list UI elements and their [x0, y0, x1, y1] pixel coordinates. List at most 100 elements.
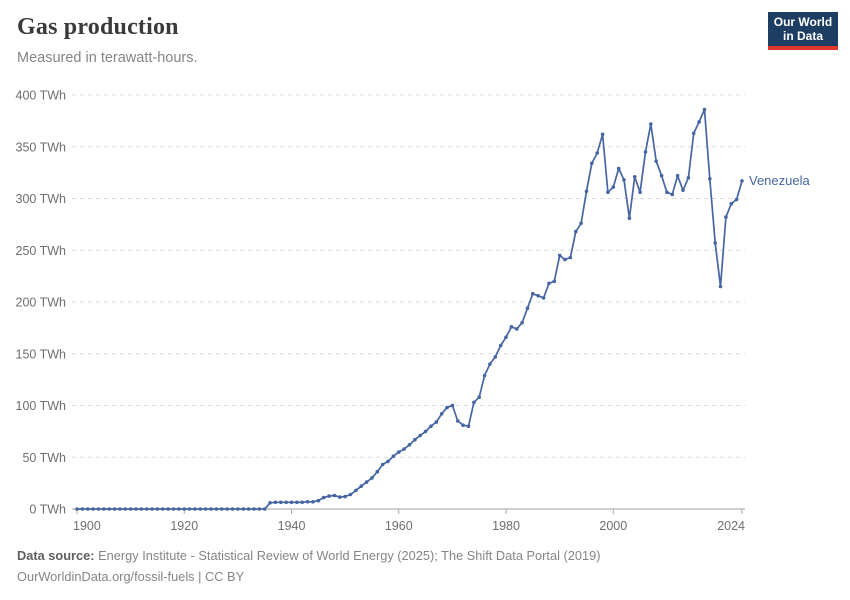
data-point[interactable]	[155, 507, 160, 511]
data-point[interactable]	[493, 355, 498, 359]
data-point[interactable]	[252, 507, 256, 511]
data-point[interactable]	[107, 507, 111, 511]
data-point[interactable]	[375, 469, 380, 474]
data-point[interactable]	[595, 151, 599, 155]
data-point[interactable]	[740, 179, 744, 183]
data-point[interactable]	[461, 423, 465, 428]
data-point[interactable]	[697, 120, 701, 124]
data-point[interactable]	[734, 197, 739, 202]
data-point[interactable]	[654, 159, 658, 163]
data-point[interactable]	[407, 443, 412, 447]
data-point[interactable]	[338, 495, 342, 499]
data-point[interactable]	[574, 229, 578, 234]
data-point[interactable]	[557, 253, 562, 258]
data-point[interactable]	[241, 507, 246, 511]
data-point[interactable]	[552, 279, 557, 284]
data-point[interactable]	[354, 488, 358, 493]
data-point[interactable]	[311, 500, 315, 504]
data-point[interactable]	[118, 507, 122, 511]
data-point[interactable]	[75, 507, 79, 511]
data-point[interactable]	[193, 507, 197, 511]
data-point[interactable]	[675, 173, 680, 178]
data-point[interactable]	[638, 190, 642, 195]
data-point[interactable]	[413, 437, 417, 442]
data-point[interactable]	[214, 507, 219, 511]
data-point[interactable]	[364, 480, 369, 484]
data-point[interactable]	[525, 306, 530, 310]
data-point[interactable]	[268, 501, 272, 505]
data-point[interactable]	[541, 296, 546, 300]
data-point[interactable]	[418, 433, 423, 438]
data-point[interactable]	[161, 507, 165, 511]
data-point[interactable]	[509, 325, 514, 329]
data-point[interactable]	[691, 131, 696, 136]
data-point[interactable]	[391, 454, 396, 459]
data-point[interactable]	[112, 507, 117, 511]
data-point[interactable]	[498, 343, 503, 348]
data-point[interactable]	[477, 395, 482, 400]
data-point[interactable]	[520, 320, 524, 325]
data-point[interactable]	[85, 507, 90, 511]
data-point[interactable]	[182, 507, 187, 511]
data-point[interactable]	[386, 459, 390, 464]
data-point[interactable]	[547, 281, 551, 286]
data-point[interactable]	[568, 255, 573, 260]
data-point[interactable]	[257, 507, 262, 511]
data-point[interactable]	[665, 190, 669, 195]
data-point[interactable]	[236, 507, 240, 511]
data-point[interactable]	[482, 373, 487, 378]
data-point[interactable]	[230, 507, 235, 511]
data-point[interactable]	[600, 132, 605, 137]
data-point[interactable]	[220, 507, 224, 511]
data-point[interactable]	[246, 507, 251, 511]
data-point[interactable]	[102, 507, 106, 511]
data-point[interactable]	[659, 173, 664, 178]
series-line-venezuela[interactable]	[76, 108, 743, 510]
data-point[interactable]	[128, 507, 133, 511]
data-point[interactable]	[380, 462, 385, 467]
data-point[interactable]	[289, 500, 294, 505]
data-point[interactable]	[402, 447, 406, 451]
data-point[interactable]	[144, 507, 149, 511]
data-point[interactable]	[423, 429, 428, 434]
data-point[interactable]	[681, 188, 685, 192]
data-point[interactable]	[632, 175, 637, 179]
data-point[interactable]	[327, 494, 331, 498]
data-point[interactable]	[166, 507, 170, 511]
data-point[interactable]	[563, 257, 567, 262]
data-point[interactable]	[203, 507, 208, 511]
data-point[interactable]	[284, 500, 289, 505]
data-point[interactable]	[187, 507, 192, 511]
data-point[interactable]	[279, 500, 283, 505]
data-point[interactable]	[643, 150, 648, 154]
data-point[interactable]	[343, 494, 347, 499]
data-point[interactable]	[171, 507, 176, 511]
data-point[interactable]	[531, 291, 535, 296]
data-point[interactable]	[616, 166, 621, 171]
data-point[interactable]	[627, 216, 632, 220]
data-point[interactable]	[370, 476, 374, 480]
data-point[interactable]	[579, 221, 583, 226]
data-point[interactable]	[515, 327, 519, 331]
data-point[interactable]	[611, 185, 616, 189]
data-point[interactable]	[472, 400, 476, 405]
data-point[interactable]	[348, 492, 353, 497]
owid-link[interactable]: OurWorldinData.org/fossil-fuels | CC BY	[17, 569, 245, 584]
data-point[interactable]	[273, 500, 278, 505]
license-line[interactable]: OurWorldinData.org/fossil-fuels | CC BY	[17, 566, 833, 587]
data-point[interactable]	[429, 424, 433, 429]
data-point[interactable]	[300, 500, 305, 505]
data-point[interactable]	[708, 177, 712, 181]
data-point[interactable]	[439, 412, 444, 416]
data-point[interactable]	[434, 420, 439, 424]
data-point[interactable]	[91, 507, 95, 511]
data-point[interactable]	[450, 403, 455, 408]
data-point[interactable]	[150, 507, 154, 511]
data-point[interactable]	[702, 107, 707, 112]
data-point[interactable]	[606, 190, 610, 195]
data-point[interactable]	[456, 419, 460, 423]
data-point[interactable]	[622, 178, 626, 182]
data-point[interactable]	[713, 241, 717, 245]
data-point[interactable]	[536, 294, 540, 298]
data-point[interactable]	[295, 500, 299, 505]
